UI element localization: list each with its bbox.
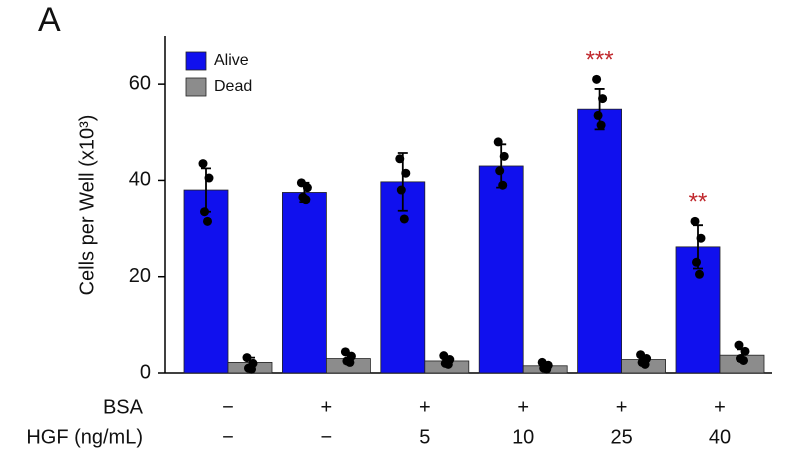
- data-point: [598, 94, 608, 104]
- condition-value: +: [517, 396, 529, 418]
- data-point: [198, 159, 208, 169]
- data-point: [696, 233, 706, 243]
- y-axis-label: Cells per Well (x10³): [76, 115, 98, 296]
- data-point: [690, 216, 700, 226]
- data-point: [345, 357, 355, 367]
- data-point: [204, 173, 214, 183]
- data-point: [640, 359, 650, 369]
- data-point: [734, 340, 744, 350]
- condition-value: +: [419, 396, 431, 418]
- data-point: [495, 166, 505, 176]
- data-point: [247, 364, 256, 374]
- data-point: [695, 269, 704, 279]
- condition-label: HGF (ng/mL): [26, 426, 143, 448]
- data-point: [692, 257, 701, 267]
- condition-value: −: [222, 426, 234, 448]
- data-point: [596, 120, 606, 130]
- legend-label: Dead: [214, 78, 252, 95]
- data-point: [593, 110, 603, 120]
- condition-value: +: [321, 396, 333, 418]
- condition-value: 40: [709, 426, 731, 448]
- condition-value: 10: [512, 426, 534, 448]
- data-point: [396, 185, 406, 195]
- data-point: [739, 355, 748, 365]
- error-bar: [397, 152, 408, 212]
- data-point: [401, 168, 411, 178]
- data-point: [443, 359, 453, 369]
- condition-value: +: [714, 396, 726, 418]
- bar: [675, 246, 721, 374]
- data-point: [395, 154, 405, 164]
- condition-value: 5: [419, 426, 430, 448]
- data-point: [740, 346, 750, 356]
- y-tick-label: 0: [140, 361, 151, 383]
- condition-value: 25: [610, 426, 632, 448]
- condition-value: −: [222, 396, 234, 418]
- y-tick-label: 40: [129, 169, 151, 191]
- panel-label: A: [38, 1, 61, 39]
- bar: [380, 181, 426, 374]
- y-tick-label: 60: [129, 72, 151, 94]
- data-point: [499, 151, 509, 161]
- condition-value: +: [616, 396, 628, 418]
- data-point: [200, 207, 209, 217]
- y-tick-label: 20: [129, 265, 151, 287]
- data-point: [498, 180, 508, 190]
- data-point: [493, 137, 503, 147]
- bar: [478, 165, 524, 374]
- data-point: [302, 183, 312, 193]
- legend-swatch: [185, 77, 207, 97]
- significance-mark: **: [689, 189, 708, 216]
- bar: [577, 108, 622, 374]
- legend-swatch: [185, 51, 207, 71]
- condition-label: BSA: [103, 396, 144, 418]
- data-point: [399, 214, 409, 224]
- legend-label: Alive: [214, 52, 249, 69]
- condition-value: −: [321, 426, 333, 448]
- data-point: [592, 74, 602, 84]
- data-point: [296, 178, 306, 188]
- significance-mark: ***: [586, 47, 614, 74]
- data-point: [242, 353, 252, 363]
- data-point: [542, 364, 552, 374]
- data-point: [301, 195, 311, 205]
- data-point: [203, 216, 212, 226]
- bar: [281, 192, 327, 374]
